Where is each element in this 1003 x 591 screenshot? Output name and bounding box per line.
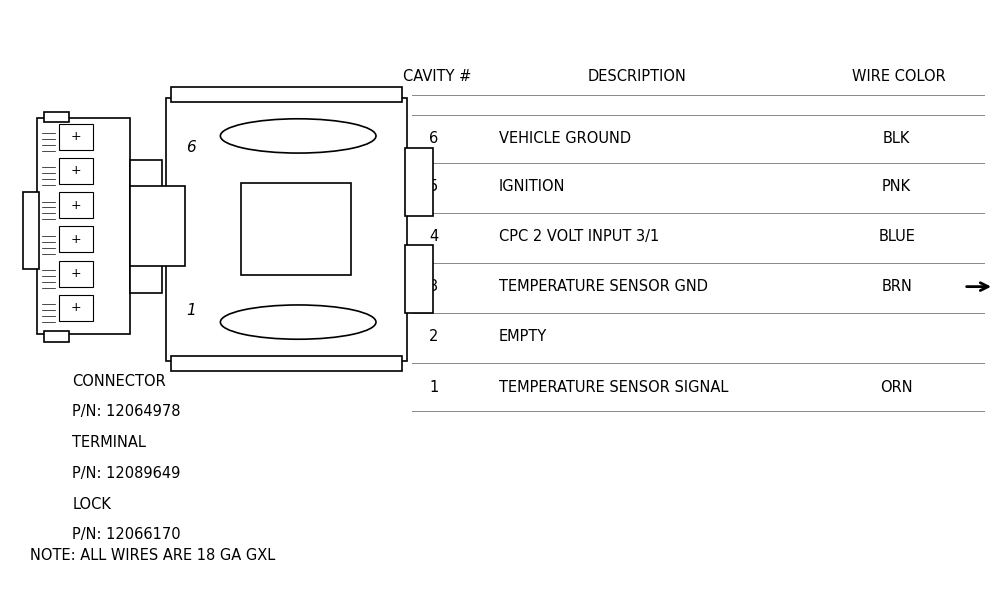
Bar [129, 186, 185, 266]
Bar [59, 261, 93, 287]
Text: TEMPERATURE SENSOR GND: TEMPERATURE SENSOR GND [498, 279, 707, 294]
Ellipse shape [221, 119, 376, 153]
Text: LOCK: LOCK [72, 496, 111, 512]
Text: NOTE: ALL WIRES ARE 18 GA GXL: NOTE: ALL WIRES ARE 18 GA GXL [30, 548, 275, 563]
Text: 6: 6 [186, 140, 196, 155]
Text: +: + [71, 301, 81, 314]
Text: DESCRIPTION: DESCRIPTION [588, 69, 686, 85]
Bar [37, 118, 129, 334]
Bar [171, 87, 401, 102]
Bar [59, 226, 93, 252]
Ellipse shape [221, 305, 376, 339]
Text: +: + [71, 233, 81, 246]
Bar [23, 192, 39, 269]
Text: BRN: BRN [881, 279, 911, 294]
Text: 6: 6 [428, 131, 438, 147]
Text: 2: 2 [428, 329, 438, 345]
Text: 1: 1 [428, 379, 438, 395]
Bar [59, 124, 93, 150]
Text: 3: 3 [428, 279, 438, 294]
Text: TERMINAL: TERMINAL [72, 435, 146, 450]
Text: P/N: 12064978: P/N: 12064978 [72, 404, 181, 420]
Text: WIRE COLOR: WIRE COLOR [851, 69, 945, 85]
Text: CPC 2 VOLT INPUT 3/1: CPC 2 VOLT INPUT 3/1 [498, 229, 659, 244]
Bar [44, 331, 69, 342]
Text: +: + [71, 267, 81, 280]
Bar [241, 183, 351, 275]
Bar [171, 356, 401, 371]
Bar [404, 148, 432, 216]
Bar [44, 112, 69, 122]
Text: 4: 4 [428, 229, 438, 244]
Text: ORN: ORN [880, 379, 912, 395]
Text: +: + [71, 199, 81, 212]
Text: BLK: BLK [882, 131, 910, 147]
Bar [59, 192, 93, 218]
Text: BLUE: BLUE [878, 229, 914, 244]
Text: CONNECTOR: CONNECTOR [72, 374, 165, 389]
Text: PNK: PNK [881, 178, 911, 194]
Text: CAVITY #: CAVITY # [402, 69, 470, 85]
Text: VEHICLE GROUND: VEHICLE GROUND [498, 131, 631, 147]
Text: P/N: 12066170: P/N: 12066170 [72, 527, 181, 543]
Bar [404, 245, 432, 313]
Bar [129, 160, 161, 293]
Text: +: + [71, 164, 81, 177]
Bar [59, 158, 93, 184]
Text: 5: 5 [428, 178, 438, 194]
Text: TEMPERATURE SENSOR SIGNAL: TEMPERATURE SENSOR SIGNAL [498, 379, 727, 395]
Text: EMPTY: EMPTY [498, 329, 547, 345]
Bar [59, 295, 93, 321]
Text: 1: 1 [186, 303, 196, 318]
Text: +: + [71, 130, 81, 143]
Text: P/N: 12089649: P/N: 12089649 [72, 466, 181, 481]
Bar [165, 98, 406, 361]
Text: IGNITION: IGNITION [498, 178, 565, 194]
